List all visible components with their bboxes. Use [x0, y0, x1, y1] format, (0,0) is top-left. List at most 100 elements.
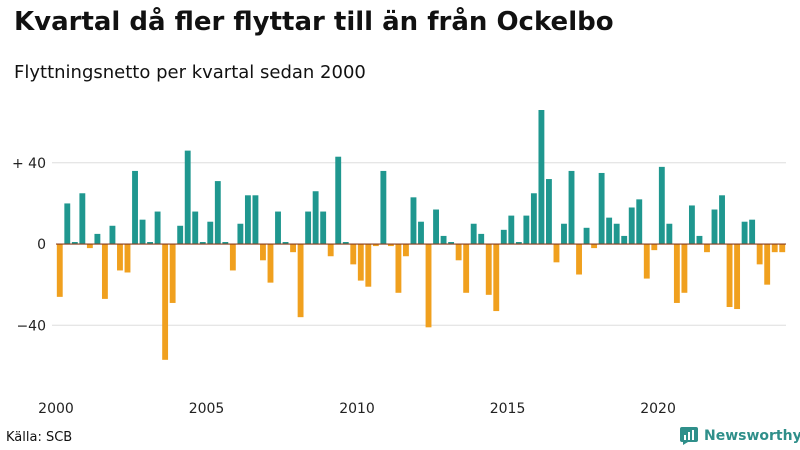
- bar: [139, 219, 146, 245]
- bar: [101, 244, 108, 299]
- bar: [561, 223, 567, 245]
- bar: [455, 244, 462, 261]
- bar: [395, 244, 402, 293]
- y-tick-label: −40: [16, 318, 46, 334]
- bar: [380, 170, 387, 245]
- y-tick-label: 0: [37, 237, 46, 253]
- bar: [229, 244, 236, 271]
- bar: [267, 244, 274, 283]
- bar: [538, 110, 545, 245]
- brand-name: Newsworthy: [704, 428, 800, 444]
- bar: [342, 242, 349, 245]
- bar: [711, 209, 718, 245]
- bar: [320, 211, 327, 245]
- bar: [357, 244, 364, 281]
- bar: [252, 195, 259, 245]
- bar: [290, 244, 296, 253]
- bar: [546, 179, 552, 245]
- bar: [425, 244, 432, 328]
- bar: [387, 244, 394, 247]
- bar: [553, 244, 560, 263]
- bar: [613, 223, 620, 245]
- bar: [696, 235, 703, 245]
- bar: [282, 242, 289, 245]
- bar: [764, 244, 771, 285]
- bar: [109, 225, 116, 245]
- source-note: Källa: SCB: [6, 430, 73, 445]
- bar: [463, 244, 470, 293]
- bar: [275, 211, 281, 245]
- x-tick-label: 2005: [189, 401, 225, 417]
- bar: [515, 242, 522, 245]
- bar-chart: + 40 0 −40 2000 2005 2010 2015 2020: [12, 110, 786, 417]
- bar: [410, 197, 417, 245]
- bar: [756, 244, 763, 265]
- x-tick-label: 2020: [640, 401, 676, 417]
- bar: [312, 191, 319, 245]
- bar: [335, 156, 342, 245]
- bar: [726, 244, 733, 308]
- bar: [704, 244, 710, 253]
- bar: [771, 244, 778, 253]
- bar: [418, 221, 424, 245]
- bar: [71, 242, 78, 245]
- bar: [147, 242, 154, 245]
- newsworthy-chart-icon: [680, 427, 698, 445]
- bar: [162, 244, 169, 360]
- brand-logo: Newsworthy: [680, 427, 800, 445]
- bar: [79, 193, 86, 245]
- bar: [734, 244, 741, 310]
- bar: [568, 170, 575, 245]
- bar: [132, 170, 138, 245]
- bar: [237, 223, 244, 245]
- bar: [583, 227, 590, 245]
- bar: [372, 244, 379, 247]
- bar: [154, 211, 161, 245]
- bar: [530, 193, 537, 245]
- bar: [598, 172, 605, 245]
- bar: [470, 223, 477, 245]
- x-axis-tick-labels: 2000 2005 2010 2015 2020: [38, 401, 676, 417]
- bar: [779, 244, 786, 253]
- bar: [493, 244, 500, 312]
- bar: [327, 244, 334, 257]
- bar: [86, 244, 93, 249]
- bar: [214, 181, 221, 245]
- bar: [192, 211, 199, 245]
- bar: [719, 195, 725, 245]
- bar: [56, 244, 63, 297]
- bar: [365, 244, 372, 287]
- bar: [673, 244, 680, 303]
- bar: [643, 244, 650, 279]
- bar: [222, 242, 229, 245]
- bar: [440, 235, 447, 245]
- bar: [169, 244, 176, 303]
- bar: [403, 244, 409, 257]
- bar: [350, 244, 357, 265]
- bar: [244, 195, 251, 245]
- bar: [651, 244, 658, 251]
- bar: [94, 233, 101, 245]
- chart-title: Kvartal då fler flyttar till än från Ock…: [14, 7, 614, 37]
- x-tick-label: 2015: [490, 401, 526, 417]
- bar: [636, 199, 643, 245]
- bar: [508, 215, 515, 245]
- bar: [207, 221, 214, 245]
- bar: [448, 242, 455, 245]
- x-tick-label: 2000: [38, 401, 74, 417]
- bar: [658, 166, 665, 245]
- y-axis-tick-labels: + 40 0 −40: [12, 156, 46, 334]
- bar: [478, 233, 485, 245]
- bar: [681, 244, 688, 293]
- bar: [433, 209, 439, 245]
- bar: [64, 203, 71, 245]
- bar: [523, 215, 530, 245]
- y-tick-label: + 40: [12, 156, 46, 172]
- bar: [666, 223, 673, 245]
- bar: [199, 242, 206, 245]
- gridlines: [52, 162, 786, 326]
- bar: [485, 244, 492, 295]
- bar: [184, 150, 191, 245]
- bar: [260, 244, 266, 261]
- bar: [305, 211, 312, 245]
